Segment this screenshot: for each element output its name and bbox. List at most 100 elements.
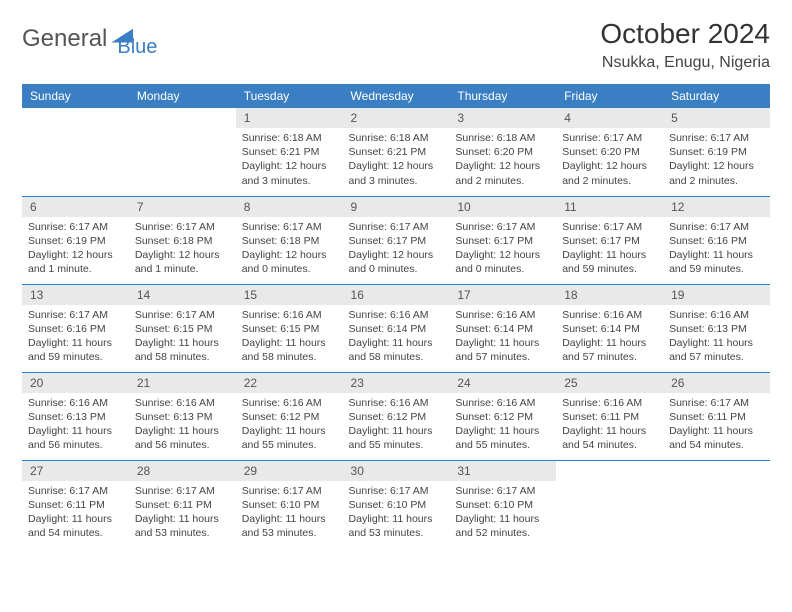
day-body: Sunrise: 6:17 AMSunset: 6:10 PMDaylight:… — [343, 481, 450, 547]
day-number: 26 — [663, 373, 770, 393]
daylight-text: Daylight: 11 hours and 55 minutes. — [242, 424, 337, 452]
calendar-cell: 19Sunrise: 6:16 AMSunset: 6:13 PMDayligh… — [663, 284, 770, 372]
day-number: 17 — [449, 285, 556, 305]
day-number: 29 — [236, 461, 343, 481]
col-sunday: Sunday — [22, 84, 129, 108]
sunset-text: Sunset: 6:19 PM — [28, 234, 123, 248]
sunset-text: Sunset: 6:12 PM — [349, 410, 444, 424]
calendar-cell: 15Sunrise: 6:16 AMSunset: 6:15 PMDayligh… — [236, 284, 343, 372]
sunset-text: Sunset: 6:21 PM — [242, 145, 337, 159]
calendar-week-row: 27Sunrise: 6:17 AMSunset: 6:11 PMDayligh… — [22, 460, 770, 548]
sunrise-text: Sunrise: 6:17 AM — [135, 308, 230, 322]
sunset-text: Sunset: 6:17 PM — [455, 234, 550, 248]
day-number: 11 — [556, 197, 663, 217]
calendar-cell: 31Sunrise: 6:17 AMSunset: 6:10 PMDayligh… — [449, 460, 556, 548]
day-number: 15 — [236, 285, 343, 305]
sunrise-text: Sunrise: 6:17 AM — [135, 220, 230, 234]
calendar-cell: 9Sunrise: 6:17 AMSunset: 6:17 PMDaylight… — [343, 196, 450, 284]
calendar-week-row: 1Sunrise: 6:18 AMSunset: 6:21 PMDaylight… — [22, 108, 770, 196]
day-number: 23 — [343, 373, 450, 393]
sunset-text: Sunset: 6:13 PM — [135, 410, 230, 424]
sunrise-text: Sunrise: 6:17 AM — [135, 484, 230, 498]
day-body: Sunrise: 6:16 AMSunset: 6:12 PMDaylight:… — [343, 393, 450, 459]
day-number: 6 — [22, 197, 129, 217]
day-body: Sunrise: 6:16 AMSunset: 6:15 PMDaylight:… — [236, 305, 343, 371]
day-number: 25 — [556, 373, 663, 393]
col-monday: Monday — [129, 84, 236, 108]
calendar-cell: 23Sunrise: 6:16 AMSunset: 6:12 PMDayligh… — [343, 372, 450, 460]
day-number: 13 — [22, 285, 129, 305]
sunset-text: Sunset: 6:12 PM — [455, 410, 550, 424]
daylight-text: Daylight: 11 hours and 52 minutes. — [455, 512, 550, 540]
day-number: 4 — [556, 108, 663, 128]
title-block: October 2024 Nsukka, Enugu, Nigeria — [600, 18, 770, 72]
day-body: Sunrise: 6:17 AMSunset: 6:11 PMDaylight:… — [22, 481, 129, 547]
calendar-cell: 3Sunrise: 6:18 AMSunset: 6:20 PMDaylight… — [449, 108, 556, 196]
sunset-text: Sunset: 6:13 PM — [28, 410, 123, 424]
calendar-cell: 30Sunrise: 6:17 AMSunset: 6:10 PMDayligh… — [343, 460, 450, 548]
day-number: 16 — [343, 285, 450, 305]
calendar-cell: 28Sunrise: 6:17 AMSunset: 6:11 PMDayligh… — [129, 460, 236, 548]
day-body: Sunrise: 6:18 AMSunset: 6:21 PMDaylight:… — [343, 128, 450, 194]
daylight-text: Daylight: 11 hours and 58 minutes. — [349, 336, 444, 364]
sunrise-text: Sunrise: 6:16 AM — [669, 308, 764, 322]
daylight-text: Daylight: 11 hours and 57 minutes. — [669, 336, 764, 364]
sunset-text: Sunset: 6:11 PM — [28, 498, 123, 512]
sunrise-text: Sunrise: 6:17 AM — [669, 220, 764, 234]
daylight-text: Daylight: 11 hours and 57 minutes. — [562, 336, 657, 364]
daylight-text: Daylight: 11 hours and 59 minutes. — [28, 336, 123, 364]
daylight-text: Daylight: 12 hours and 3 minutes. — [349, 159, 444, 187]
calendar-cell — [556, 460, 663, 548]
sunset-text: Sunset: 6:10 PM — [455, 498, 550, 512]
calendar-cell: 11Sunrise: 6:17 AMSunset: 6:17 PMDayligh… — [556, 196, 663, 284]
calendar-cell: 29Sunrise: 6:17 AMSunset: 6:10 PMDayligh… — [236, 460, 343, 548]
calendar-cell — [22, 108, 129, 196]
day-number: 19 — [663, 285, 770, 305]
sunrise-text: Sunrise: 6:17 AM — [455, 484, 550, 498]
calendar-week-row: 20Sunrise: 6:16 AMSunset: 6:13 PMDayligh… — [22, 372, 770, 460]
day-number: 3 — [449, 108, 556, 128]
sunrise-text: Sunrise: 6:16 AM — [455, 396, 550, 410]
daylight-text: Daylight: 12 hours and 2 minutes. — [562, 159, 657, 187]
day-body: Sunrise: 6:18 AMSunset: 6:20 PMDaylight:… — [449, 128, 556, 194]
sunset-text: Sunset: 6:11 PM — [562, 410, 657, 424]
sunset-text: Sunset: 6:16 PM — [669, 234, 764, 248]
day-number: 2 — [343, 108, 450, 128]
sunset-text: Sunset: 6:12 PM — [242, 410, 337, 424]
sunrise-text: Sunrise: 6:17 AM — [28, 484, 123, 498]
sunrise-text: Sunrise: 6:17 AM — [349, 484, 444, 498]
day-body: Sunrise: 6:17 AMSunset: 6:19 PMDaylight:… — [22, 217, 129, 283]
sunrise-text: Sunrise: 6:16 AM — [242, 396, 337, 410]
day-body: Sunrise: 6:17 AMSunset: 6:20 PMDaylight:… — [556, 128, 663, 194]
location-text: Nsukka, Enugu, Nigeria — [600, 54, 770, 72]
sunrise-text: Sunrise: 6:18 AM — [349, 131, 444, 145]
daylight-text: Daylight: 11 hours and 57 minutes. — [455, 336, 550, 364]
sunrise-text: Sunrise: 6:17 AM — [28, 308, 123, 322]
sunset-text: Sunset: 6:18 PM — [242, 234, 337, 248]
day-body: Sunrise: 6:17 AMSunset: 6:16 PMDaylight:… — [22, 305, 129, 371]
daylight-text: Daylight: 12 hours and 2 minutes. — [669, 159, 764, 187]
calendar-cell: 22Sunrise: 6:16 AMSunset: 6:12 PMDayligh… — [236, 372, 343, 460]
sunset-text: Sunset: 6:14 PM — [349, 322, 444, 336]
sunrise-text: Sunrise: 6:16 AM — [455, 308, 550, 322]
month-title: October 2024 — [600, 18, 770, 50]
sunrise-text: Sunrise: 6:17 AM — [242, 484, 337, 498]
col-friday: Friday — [556, 84, 663, 108]
day-body: Sunrise: 6:17 AMSunset: 6:19 PMDaylight:… — [663, 128, 770, 194]
daylight-text: Daylight: 11 hours and 58 minutes. — [135, 336, 230, 364]
calendar-cell: 25Sunrise: 6:16 AMSunset: 6:11 PMDayligh… — [556, 372, 663, 460]
day-number: 1 — [236, 108, 343, 128]
daylight-text: Daylight: 11 hours and 53 minutes. — [242, 512, 337, 540]
day-body: Sunrise: 6:17 AMSunset: 6:15 PMDaylight:… — [129, 305, 236, 371]
col-saturday: Saturday — [663, 84, 770, 108]
day-number: 14 — [129, 285, 236, 305]
sunrise-text: Sunrise: 6:16 AM — [135, 396, 230, 410]
daylight-text: Daylight: 12 hours and 3 minutes. — [242, 159, 337, 187]
daylight-text: Daylight: 11 hours and 54 minutes. — [28, 512, 123, 540]
calendar-cell: 2Sunrise: 6:18 AMSunset: 6:21 PMDaylight… — [343, 108, 450, 196]
calendar-cell: 17Sunrise: 6:16 AMSunset: 6:14 PMDayligh… — [449, 284, 556, 372]
header: General Blue October 2024 Nsukka, Enugu,… — [22, 18, 770, 72]
day-body: Sunrise: 6:17 AMSunset: 6:18 PMDaylight:… — [236, 217, 343, 283]
col-wednesday: Wednesday — [343, 84, 450, 108]
day-body: Sunrise: 6:16 AMSunset: 6:11 PMDaylight:… — [556, 393, 663, 459]
